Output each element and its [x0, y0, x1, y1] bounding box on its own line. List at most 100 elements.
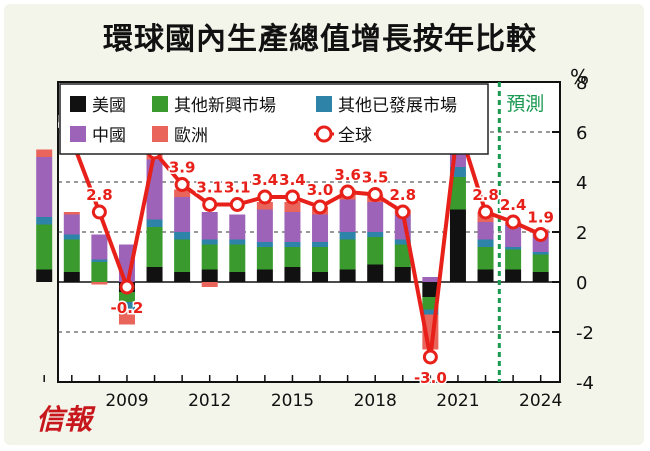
bar-segment: [174, 232, 191, 240]
global-growth-point: [91, 204, 107, 220]
y-tick-label: -4: [576, 373, 594, 394]
data-label: 3.1: [224, 179, 251, 197]
global-growth-point: [340, 184, 356, 200]
bar-segment: [532, 254, 549, 272]
bar-segment: [256, 209, 273, 242]
global-growth-point: [119, 279, 135, 295]
legend-label: 歐洲: [174, 126, 208, 146]
bar-segment: [201, 282, 218, 287]
bar-segment: [367, 237, 384, 265]
bar-segment: [201, 239, 218, 245]
bar-segment: [174, 197, 191, 232]
data-label: 3.1: [196, 179, 223, 197]
bar-segment: [312, 214, 329, 242]
bar-segment: [477, 269, 494, 282]
bar-segment: [146, 267, 163, 282]
global-growth-point: [229, 197, 245, 212]
y-tick-label: 4: [576, 173, 587, 194]
bar-segment: [284, 247, 301, 267]
bar-segment: [36, 224, 53, 270]
bar-segment: [367, 232, 384, 237]
bar-segment: [118, 302, 135, 310]
legend-swatch: [316, 96, 332, 112]
y-tick-label: 0: [576, 273, 587, 294]
bar-segment: [256, 269, 273, 282]
bar-segment: [118, 309, 135, 325]
bar-segment: [91, 282, 108, 285]
data-label: 2.8: [86, 186, 113, 204]
bar-segment: [312, 247, 329, 272]
data-label: 2.4: [500, 196, 527, 214]
bar-segment: [201, 244, 218, 270]
bar-segment: [174, 239, 191, 272]
bar-segment: [284, 202, 301, 212]
legend-label: 其他已發展市場: [338, 96, 457, 116]
bar-segment: [63, 212, 80, 215]
x-tick-label: 2009: [105, 391, 148, 411]
data-label: 3.6: [334, 166, 361, 184]
bar-segment: [118, 292, 135, 302]
bar-segment: [477, 239, 494, 247]
bar-segment: [201, 212, 218, 240]
bar-segment: [174, 272, 191, 282]
x-tick-label: 2012: [188, 391, 231, 411]
bar-segment: [339, 269, 356, 282]
legend-label: 中國: [92, 126, 126, 146]
bar-segment: [505, 247, 522, 250]
bar-segment: [339, 232, 356, 240]
data-label: 1.9: [527, 209, 554, 227]
bar-segment: [229, 244, 246, 272]
global-growth-point: [284, 189, 300, 205]
bar-segment: [229, 214, 246, 240]
global-growth-point: [257, 189, 273, 205]
bar-segment: [312, 272, 329, 282]
x-tick-label: 2021: [436, 391, 479, 411]
legend-swatch: [70, 126, 86, 142]
bar-segment: [477, 247, 494, 270]
bar-segment: [422, 282, 439, 297]
bar-segment: [36, 157, 53, 217]
bar-segment: [339, 199, 356, 232]
bar-segment: [256, 242, 273, 247]
global-growth-point: [505, 214, 521, 230]
bar-segment: [367, 202, 384, 232]
bar-segment: [339, 239, 356, 270]
bar-segment: [284, 267, 301, 282]
bar-segment: [505, 224, 522, 247]
global-growth-point: [312, 199, 328, 215]
bar-segment: [229, 239, 246, 245]
global-growth-point: [533, 227, 549, 242]
bar-segment: [422, 277, 439, 282]
data-label: 3.4: [279, 171, 306, 189]
bar-segment: [449, 177, 466, 210]
bar-segment: [449, 167, 466, 177]
legend-label: 全球: [338, 126, 372, 146]
legend-swatch: [152, 96, 168, 112]
bar-segment: [201, 269, 218, 282]
bar-segment: [146, 219, 163, 227]
bar-segment: [477, 222, 494, 240]
bar-segment: [532, 252, 549, 255]
bar-segment: [91, 234, 108, 260]
bar-segment: [312, 242, 329, 247]
x-tick-label: 2018: [354, 391, 397, 411]
bar-segment: [505, 249, 522, 270]
bar-segment: [394, 239, 411, 245]
bar-segment: [367, 264, 384, 282]
x-tick-label: 2015: [271, 391, 314, 411]
brand-logo-text: 信報: [36, 403, 93, 436]
data-label: 3.4: [252, 171, 279, 189]
bar-segment: [63, 214, 80, 235]
bar-segment: [256, 247, 273, 270]
bar-segment: [36, 149, 53, 157]
bar-segment: [284, 212, 301, 242]
global-growth-point: [478, 204, 494, 220]
bar-segment: [449, 209, 466, 282]
bar-segment: [532, 272, 549, 282]
global-growth-point: [395, 204, 411, 220]
bar-segment: [284, 242, 301, 247]
legend-swatch: [152, 126, 168, 142]
y-axis-unit: %: [570, 65, 589, 89]
bar-segment: [36, 269, 53, 282]
